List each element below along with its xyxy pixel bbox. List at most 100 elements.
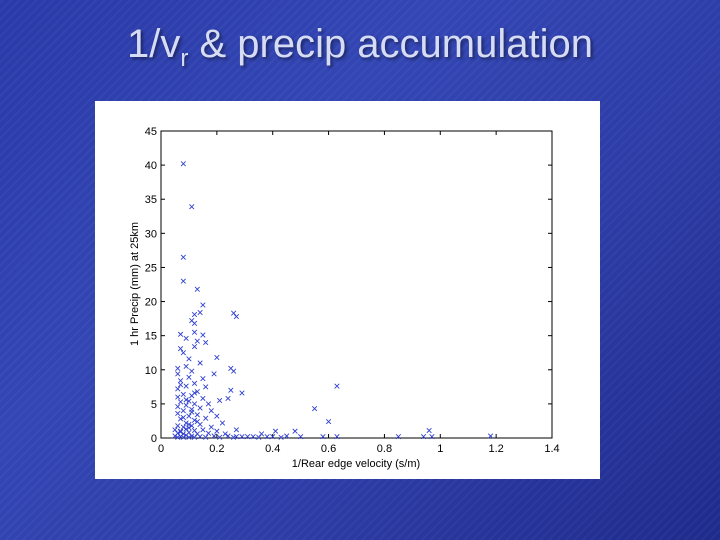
data-point <box>284 433 290 439</box>
x-tick-label: 0.6 <box>321 443 336 455</box>
data-point <box>197 360 203 366</box>
data-point <box>180 424 186 430</box>
data-point <box>233 313 240 320</box>
data-point <box>239 390 245 396</box>
data-point <box>217 434 223 440</box>
data-point <box>217 397 223 404</box>
data-point <box>191 320 198 327</box>
data-point <box>200 395 206 402</box>
data-point <box>225 395 231 402</box>
data-point <box>233 427 240 433</box>
data-point <box>205 401 212 407</box>
x-tick-label: 0.8 <box>377 443 392 455</box>
data-point <box>186 434 192 440</box>
data-point <box>200 427 206 433</box>
data-point <box>186 421 192 427</box>
data-point <box>334 383 340 389</box>
data-point <box>180 414 186 421</box>
data-point <box>197 309 203 316</box>
data-point <box>180 254 186 260</box>
data-point <box>395 434 402 440</box>
data-point <box>429 434 435 440</box>
x-tick-label: 0.4 <box>265 443 280 455</box>
data-point <box>200 376 206 382</box>
data-point <box>203 339 209 346</box>
data-point <box>175 434 181 440</box>
y-tick-label: 40 <box>145 160 157 172</box>
data-point <box>175 410 181 417</box>
data-point <box>180 408 186 414</box>
data-point <box>222 431 228 437</box>
data-point <box>225 433 231 439</box>
scatter-chart: 0 0.2 0.4 0.6 0.8 1 1.2 1.4 051015202530354045 … <box>129 126 560 470</box>
data-point <box>183 383 189 389</box>
data-point <box>211 433 217 439</box>
y-tick-label: 20 <box>145 297 157 309</box>
slide-title-main: 1/v <box>126 22 181 66</box>
data-point <box>177 399 184 405</box>
data-point <box>203 434 209 440</box>
axis-ticks <box>160 130 553 439</box>
data-point <box>203 415 209 421</box>
plot-area <box>160 130 553 439</box>
data-point <box>208 408 214 414</box>
data-point <box>214 354 220 361</box>
chart-panel: 0 0.2 0.4 0.6 0.8 1 1.2 1.4 0 5 10 15 20 25 30 35 40 45 … <box>95 101 600 479</box>
x-tick-label: 1 <box>437 443 443 455</box>
data-point <box>278 434 284 440</box>
data-point <box>180 278 186 284</box>
data-point <box>186 413 192 419</box>
data-point <box>272 428 279 434</box>
data-point <box>230 434 237 440</box>
data-point <box>208 424 214 430</box>
data-point <box>177 378 184 384</box>
data-point <box>189 406 195 412</box>
data-point <box>194 419 200 425</box>
data-point <box>250 434 256 440</box>
slide-title-rest: & precip accumulation <box>188 22 593 66</box>
data-point <box>420 434 427 440</box>
data-point <box>175 394 181 400</box>
data-point <box>270 434 276 440</box>
slide-title: 1/vr & precip accumulation <box>0 22 720 73</box>
data-point <box>205 430 212 436</box>
data-point <box>194 338 200 344</box>
data-point <box>180 391 186 397</box>
data-point <box>189 423 195 429</box>
data-point <box>189 433 195 439</box>
data-point <box>203 384 209 390</box>
data-point <box>177 346 184 352</box>
data-point <box>175 371 181 377</box>
data-point <box>191 311 198 318</box>
data-point <box>211 371 217 377</box>
data-point <box>189 368 195 374</box>
data-point <box>244 434 251 440</box>
data-point <box>191 434 198 440</box>
data-point <box>177 416 184 422</box>
data-point <box>175 403 181 410</box>
data-point <box>191 390 198 396</box>
data-point <box>264 434 270 440</box>
data-point <box>426 427 432 434</box>
y-tick-label: 0 <box>151 433 157 445</box>
data-point <box>197 434 203 440</box>
y-tick-label: 45 <box>145 126 157 138</box>
data-point <box>239 434 245 440</box>
data-point <box>183 335 189 342</box>
data-points <box>172 161 494 440</box>
data-point <box>183 420 189 426</box>
data-point <box>194 388 200 395</box>
data-point <box>177 382 184 388</box>
data-point <box>177 429 184 435</box>
data-point <box>180 350 186 356</box>
data-point <box>292 428 298 434</box>
data-point <box>298 434 304 440</box>
data-point <box>191 417 198 423</box>
data-point <box>334 434 340 440</box>
data-point <box>186 374 192 380</box>
y-tick-label: 30 <box>145 228 157 240</box>
x-tick-label: 0 <box>158 443 164 455</box>
y-tick-label: 10 <box>145 365 157 377</box>
data-point <box>214 428 220 434</box>
data-point <box>175 386 181 392</box>
